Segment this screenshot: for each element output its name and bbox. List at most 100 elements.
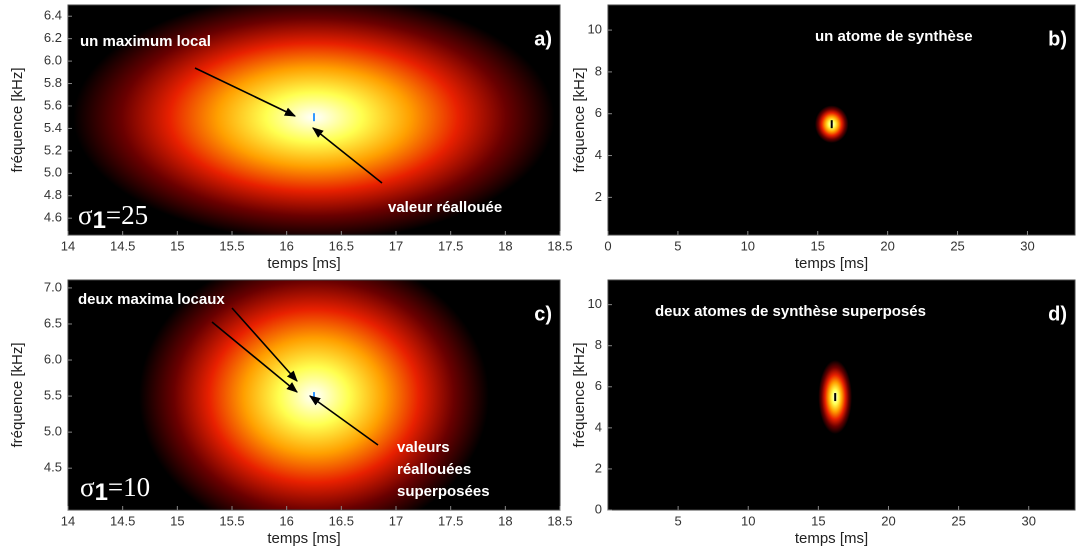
y-tick-label: 6.5 bbox=[44, 315, 62, 330]
x-tick-label: 5 bbox=[674, 238, 681, 253]
plot-frame bbox=[67, 4, 561, 236]
panel-label: a) bbox=[534, 28, 552, 50]
x-tick-label: 0 bbox=[604, 238, 611, 253]
arrow bbox=[211, 321, 298, 393]
sigma-label: σ1=25 bbox=[78, 200, 148, 234]
sigma-label: σ1=10 bbox=[80, 472, 150, 506]
x-tick-label: 16.5 bbox=[329, 513, 354, 528]
y-tick-label: 6 bbox=[595, 105, 602, 120]
annotation: superposées bbox=[397, 483, 490, 500]
peak-marker bbox=[830, 120, 833, 129]
x-tick-label: 25 bbox=[951, 513, 965, 528]
x-tick-label: 18.5 bbox=[547, 238, 572, 253]
y-axis-label: fréquence [kHz] bbox=[571, 342, 588, 447]
y-tick-label: 2 bbox=[595, 189, 602, 204]
annotation: réallouées bbox=[397, 461, 471, 478]
sigma-index: 1 bbox=[93, 207, 106, 234]
sigma-text: =10 bbox=[108, 472, 150, 502]
plot-frame bbox=[607, 279, 1076, 511]
y-axis-label: fréquence [kHz] bbox=[9, 342, 26, 447]
x-tick-label: 16 bbox=[279, 513, 293, 528]
y-tick-label: 10 bbox=[588, 296, 602, 311]
panel-3: 5 10 15 20 25 30 0 2 4 6 8 10 temps [ms] fréquence [k… bbox=[571, 279, 1076, 547]
y-tick-label: 4 bbox=[595, 147, 602, 162]
peak-marker bbox=[313, 113, 315, 122]
panel-0: 14 14.5 15 15.5 16 16.5 17 17.5 18 18.5 4.6 4.8 5.0 5… bbox=[9, 4, 573, 272]
arrows bbox=[194, 67, 383, 446]
x-tick-label: 15 bbox=[811, 513, 825, 528]
x-tick-label: 17 bbox=[389, 238, 403, 253]
x-tick-label: 16 bbox=[279, 238, 293, 253]
x-tick-label: 30 bbox=[1020, 238, 1034, 253]
sigma-symbol: σ bbox=[78, 200, 93, 230]
annotation: deux maxima locaux bbox=[78, 291, 225, 308]
y-tick-label: 5.4 bbox=[44, 120, 62, 135]
annotation: un atome de synthèse bbox=[815, 28, 973, 45]
x-axis-label: temps [ms] bbox=[267, 530, 340, 547]
x-tick-label: 15 bbox=[810, 238, 824, 253]
annotation: deux atomes de synthèse superposés bbox=[655, 303, 926, 320]
panel-2: 14 14.5 15 15.5 16 16.5 17 17.5 18 18.5 4.5 5.0 5.5 6… bbox=[9, 279, 573, 547]
panel-label: b) bbox=[1048, 28, 1067, 50]
x-tick-label: 18.5 bbox=[547, 513, 572, 528]
x-tick-label: 15 bbox=[170, 238, 184, 253]
y-tick-label: 6.4 bbox=[44, 8, 62, 23]
x-tick-label: 10 bbox=[741, 238, 755, 253]
panel-label: c) bbox=[534, 303, 552, 325]
peak-marker bbox=[834, 393, 837, 402]
x-tick-label: 14.5 bbox=[110, 238, 135, 253]
y-tick-label: 6.0 bbox=[44, 53, 62, 68]
x-tick-label: 14 bbox=[61, 238, 75, 253]
y-tick-label: 4.6 bbox=[44, 210, 62, 225]
arrow bbox=[194, 67, 297, 117]
x-tick-label: 20 bbox=[881, 513, 895, 528]
x-axis-label: temps [ms] bbox=[795, 530, 868, 547]
y-tick-label: 5.0 bbox=[44, 424, 62, 439]
y-tick-label: 4.5 bbox=[44, 460, 62, 475]
plot-frame bbox=[607, 4, 1076, 236]
x-tick-label: 18 bbox=[498, 513, 512, 528]
y-tick-label: 6 bbox=[595, 378, 602, 393]
x-tick-label: 16.5 bbox=[329, 238, 354, 253]
annotation: valeurs bbox=[397, 439, 450, 456]
y-tick-label: 6.2 bbox=[44, 30, 62, 45]
y-tick-label: 4.8 bbox=[44, 187, 62, 202]
x-axis-label: temps [ms] bbox=[795, 255, 868, 272]
y-tick-label: 5.2 bbox=[44, 142, 62, 157]
y-axis-label: fréquence [kHz] bbox=[571, 67, 588, 172]
x-tick-label: 30 bbox=[1021, 513, 1035, 528]
y-tick-label: 5.0 bbox=[44, 165, 62, 180]
panel-label: d) bbox=[1048, 303, 1067, 325]
annotation: un maximum local bbox=[80, 33, 211, 50]
arrow bbox=[309, 395, 379, 446]
x-tick-label: 14.5 bbox=[110, 513, 135, 528]
x-tick-label: 10 bbox=[741, 513, 755, 528]
y-tick-label: 7.0 bbox=[44, 279, 62, 294]
y-tick-label: 10 bbox=[588, 22, 602, 37]
sigma-text: =25 bbox=[106, 200, 148, 230]
x-tick-label: 14 bbox=[61, 513, 75, 528]
y-tick-label: 0 bbox=[595, 501, 602, 516]
x-tick-label: 18 bbox=[498, 238, 512, 253]
x-tick-label: 15.5 bbox=[219, 238, 244, 253]
x-tick-label: 15 bbox=[170, 513, 184, 528]
y-tick-label: 5.5 bbox=[44, 388, 62, 403]
x-tick-label: 5 bbox=[675, 513, 682, 528]
x-tick-label: 17 bbox=[389, 513, 403, 528]
y-tick-label: 8 bbox=[595, 63, 602, 78]
y-axis-label: fréquence [kHz] bbox=[9, 67, 26, 172]
y-tick-label: 5.8 bbox=[44, 75, 62, 90]
x-tick-label: 15.5 bbox=[219, 513, 244, 528]
x-tick-label: 20 bbox=[880, 238, 894, 253]
arrow bbox=[231, 307, 298, 382]
y-tick-label: 8 bbox=[595, 337, 602, 352]
y-tick-label: 4 bbox=[595, 419, 602, 434]
arrow bbox=[312, 127, 383, 184]
plot-frame bbox=[67, 279, 561, 511]
x-tick-label: 17.5 bbox=[438, 238, 463, 253]
panel-1: 0 5 10 15 20 25 30 2 4 6 8 10 temps [ms] fréquence [k… bbox=[571, 4, 1076, 272]
annotation: valeur réallouée bbox=[388, 199, 502, 216]
x-tick-label: 17.5 bbox=[438, 513, 463, 528]
y-tick-label: 6.0 bbox=[44, 351, 62, 366]
